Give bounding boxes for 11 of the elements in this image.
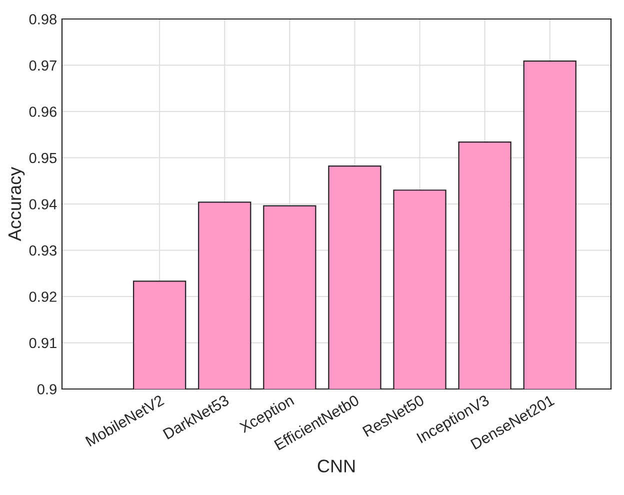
y-tick-label: 0.95 [29,152,57,164]
y-tick-label: 0.93 [29,245,56,256]
y-tick-label: 0.97 [29,60,56,71]
x-axis-title: CNN [318,460,355,472]
y-axis-title: Accuracy [8,166,25,242]
y-tick-label: 0.98 [29,14,57,24]
y-tick-label: 0.96 [29,106,56,117]
y-tick-label: 0.9 [37,384,56,394]
y-tick-label: 0.91 [29,338,56,348]
y-tick-label: 0.94 [29,199,57,210]
y-tick-label: 0.92 [29,292,56,302]
